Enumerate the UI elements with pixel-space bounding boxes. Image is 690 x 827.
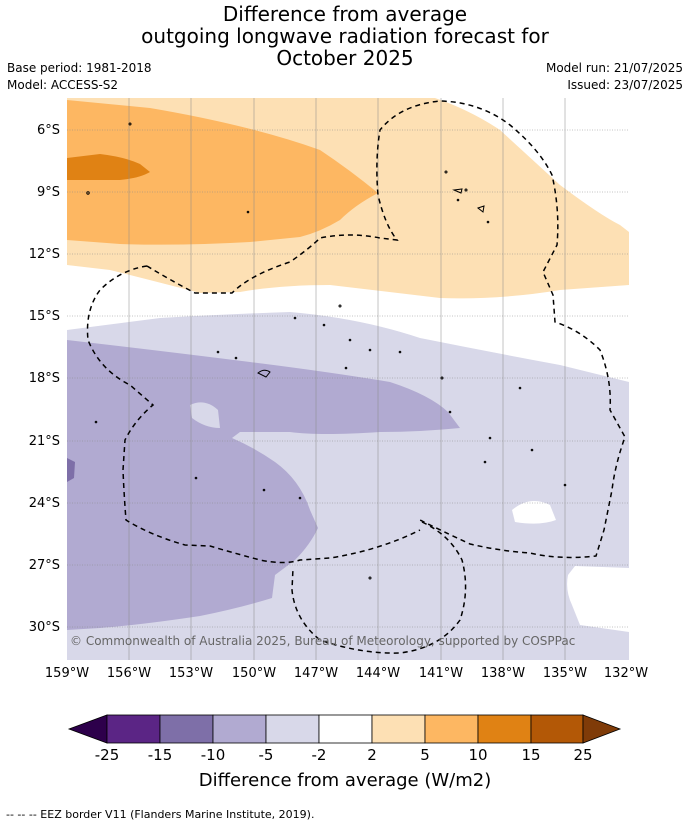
- colorbar-tick-label: -10: [200, 746, 226, 764]
- lon-label-159w: 159°W: [44, 666, 90, 681]
- lat-label-24s: 24°S: [28, 496, 60, 511]
- copyright-notice: © Commonwealth of Australia 2025, Bureau…: [70, 634, 576, 648]
- lat-label-15s: 15°S: [28, 309, 60, 324]
- colorbar-segment-7: [424, 714, 479, 744]
- eez-borders: [86, 100, 626, 654]
- colorbar-tick-label: -2: [311, 746, 327, 764]
- lon-label-156w: 156°W: [106, 666, 152, 681]
- lat-label-21s: 21°S: [28, 434, 60, 449]
- colorbar-segment-9: [530, 714, 584, 744]
- colorbar-over-arrow: [582, 714, 622, 744]
- title-line-2: outgoing longwave radiation forecast for: [141, 24, 549, 48]
- colorbar: [67, 714, 622, 744]
- eez-french-polynesia-border: [146, 100, 626, 559]
- lon-label-135w: 135°W: [542, 666, 588, 681]
- lon-label-138w: 138°W: [480, 666, 526, 681]
- model-run: Model run: 21/07/2025: [545, 61, 683, 75]
- anomaly-fields: [67, 98, 629, 660]
- lon-label-144w: 144°W: [355, 666, 401, 681]
- lon-label-141w: 141°W: [418, 666, 464, 681]
- colorbar-tick-label: -15: [147, 746, 173, 764]
- colorbar-under-arrow: [67, 714, 108, 744]
- base-period: Base period: 1981-2018: [7, 61, 152, 75]
- issued-date: Issued: 23/07/2025: [567, 78, 683, 92]
- colorbar-segment-3: [212, 714, 267, 744]
- colorbar-tick-label: -5: [258, 746, 274, 764]
- lat-label-18s: 18°S: [28, 371, 60, 386]
- islands: [86, 122, 567, 580]
- title-line-3: October 2025: [276, 46, 414, 70]
- colorbar-tick-label: 10: [468, 746, 488, 764]
- lat-label-9s: 9°S: [36, 185, 60, 200]
- lat-label-30s: 30°S: [28, 620, 60, 635]
- lat-label-27s: 27°S: [28, 558, 60, 573]
- eez-legend-footer: -- -- -- EEZ border V11 (Flanders Marine…: [6, 808, 315, 821]
- model-name: Model: ACCESS-S2: [7, 78, 119, 92]
- colorbar-segment-1: [106, 714, 161, 744]
- colorbar-tick-label: -25: [94, 746, 120, 764]
- colorbar-tick-label: 25: [573, 746, 593, 764]
- lat-label-12s: 12°S: [28, 247, 60, 262]
- anomaly-neg5-to-neg10-region: [67, 340, 460, 630]
- anomaly-5-to-10-region: [67, 100, 378, 245]
- colorbar-segment-8: [477, 714, 532, 744]
- colorbar-tick-label: 2: [367, 746, 377, 764]
- title-line-1: Difference from average: [222, 2, 468, 26]
- colorbar-tick-label: 5: [420, 746, 430, 764]
- colorbar-segment-5: [318, 714, 373, 744]
- colorbar-segment-2: [159, 714, 214, 744]
- eez-pitcairn-border: [291, 521, 467, 654]
- lon-label-150w: 150°W: [231, 666, 277, 681]
- eez-cook-islands-border: [86, 265, 421, 564]
- lon-label-132w: 132°W: [603, 666, 649, 681]
- colorbar-segment-4: [265, 714, 320, 744]
- lat-label-6s: 6°S: [36, 123, 60, 138]
- colorbar-title: Difference from average (W/m2): [198, 770, 492, 791]
- anomaly-neg10-to-neg15-region: [67, 458, 75, 482]
- colorbar-tick-label: 15: [521, 746, 541, 764]
- grid-lines: [67, 129, 629, 628]
- lon-label-147w: 147°W: [293, 666, 339, 681]
- longitude-grid-lines: [128, 98, 566, 660]
- lon-label-153w: 153°W: [168, 666, 214, 681]
- colorbar-segment-6: [371, 714, 426, 744]
